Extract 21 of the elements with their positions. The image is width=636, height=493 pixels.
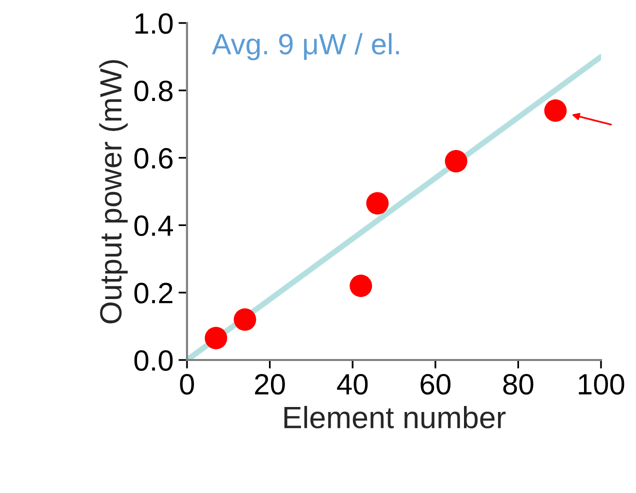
point <box>366 192 389 214</box>
y-tick-label: 0.4 <box>134 215 173 236</box>
y-axis-title: Output power (mW) <box>99 60 128 324</box>
annotation: Avg. 9 μW / el. <box>212 33 399 60</box>
x-tick-label: 60 <box>420 374 450 395</box>
y-tick-label: 1.0 <box>135 13 173 34</box>
x-tick-label: 40 <box>337 374 368 395</box>
point <box>444 150 468 172</box>
y-tick-label: 0.6 <box>134 148 173 169</box>
point <box>234 308 256 331</box>
y-tick-label: 0.0 <box>134 350 173 371</box>
point <box>350 274 372 298</box>
point <box>204 326 228 350</box>
y-tick-label: 0.8 <box>134 80 173 102</box>
x-axis-title: Element number <box>284 406 506 428</box>
point <box>544 99 567 122</box>
y-tick-label: 0.2 <box>134 282 172 304</box>
x-tick-label: 100 <box>578 374 624 395</box>
x-tick-label: 80 <box>503 374 534 395</box>
x-tick-label: 0 <box>180 374 194 395</box>
x-tick-label: 20 <box>255 374 285 395</box>
